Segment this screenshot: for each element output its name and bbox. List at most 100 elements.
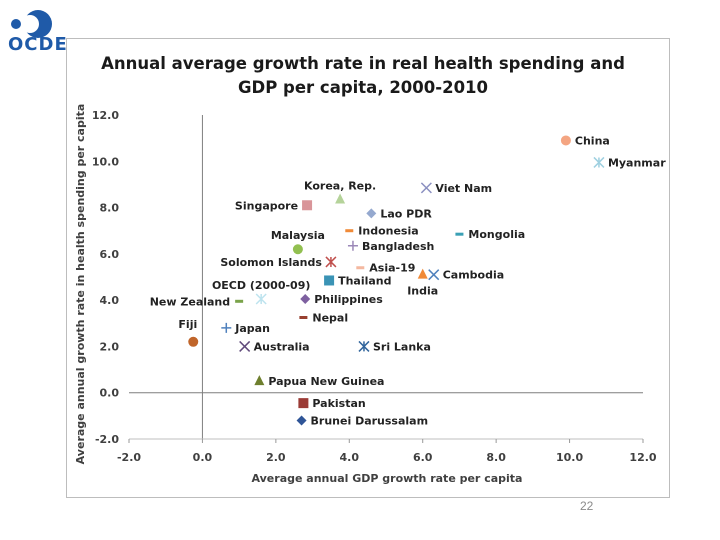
point-marker xyxy=(298,398,309,409)
point-label: OECD (2000-09) xyxy=(212,279,310,292)
point-marker xyxy=(358,340,370,352)
point-label: Papua New Guinea xyxy=(268,375,384,388)
x-tick-label: 10.0 xyxy=(556,451,583,464)
data-point: Singapore xyxy=(235,199,313,212)
data-point: Nepal xyxy=(299,312,348,325)
point-label: Cambodia xyxy=(443,269,504,282)
chart-title-line-1: Annual average growth rate in real healt… xyxy=(101,54,625,73)
y-tick-label: 6.0 xyxy=(100,248,120,261)
x-tick-label: 6.0 xyxy=(413,451,433,464)
data-point: Bangladesh xyxy=(347,240,434,253)
point-label: Asia-19 xyxy=(369,262,415,275)
x-tick-label: 8.0 xyxy=(486,451,506,464)
data-point: Mongolia xyxy=(455,228,525,241)
point-label: Mongolia xyxy=(468,228,525,241)
point-marker xyxy=(428,269,440,281)
point-marker xyxy=(324,275,335,286)
point-marker xyxy=(239,340,251,352)
data-point: Asia-19 xyxy=(356,262,415,275)
point-marker xyxy=(188,336,199,347)
chart-tick-labels: -2.0 0.0 2.0 4.0 6.0 8.0 10.0 12.0 -2.0 0.0 2.0 4.0… xyxy=(92,109,657,464)
point-label: Brunei Darussalam xyxy=(311,414,429,427)
point-label: Singapore xyxy=(235,199,298,212)
data-point: China xyxy=(560,134,610,147)
point-marker xyxy=(345,229,354,233)
y-tick-label: 12.0 xyxy=(92,109,119,122)
data-point: Japan xyxy=(221,322,270,335)
page-number: 22 xyxy=(580,499,594,513)
data-point: Papua New Guinea xyxy=(254,375,384,388)
point-marker xyxy=(299,316,308,319)
point-label: Indonesia xyxy=(358,225,418,238)
point-marker xyxy=(420,182,432,194)
x-tick-label: 4.0 xyxy=(340,451,360,464)
point-label: Lao PDR xyxy=(380,207,432,220)
point-marker xyxy=(255,293,267,305)
data-point: Australia xyxy=(239,340,310,353)
chart-frame: Annual average growth rate in real healt… xyxy=(66,38,670,498)
point-label: Bangladesh xyxy=(362,240,434,253)
data-point: Malaysia xyxy=(271,229,325,255)
point-marker xyxy=(366,208,377,219)
chart-title-line-2: GDP per capita, 2000-2010 xyxy=(238,78,488,97)
point-marker xyxy=(335,193,346,204)
point-label: India xyxy=(407,285,438,298)
point-marker xyxy=(292,244,303,255)
y-tick-label: -2.0 xyxy=(95,433,119,446)
point-label: Pakistan xyxy=(312,397,365,410)
point-marker xyxy=(560,135,571,146)
point-label: Japan xyxy=(234,322,270,335)
point-label: Malaysia xyxy=(271,229,325,242)
point-label: Sri Lanka xyxy=(373,340,431,353)
data-point: Sri Lanka xyxy=(358,340,431,353)
point-label: Australia xyxy=(254,340,310,353)
data-point: Pakistan xyxy=(298,397,366,410)
x-tick-label: 0.0 xyxy=(193,451,213,464)
point-label: Viet Nam xyxy=(435,182,492,195)
chart-points: China Myanmar Viet Nam Korea, Rep. Singapore… xyxy=(150,134,666,427)
data-point: Cambodia xyxy=(428,269,504,282)
data-point: India xyxy=(407,268,438,298)
chart-axes xyxy=(129,115,643,440)
point-marker xyxy=(254,375,265,386)
scatter-chart: Annual average growth rate in real healt… xyxy=(74,54,666,485)
oecd-logo-circles-icon xyxy=(11,10,52,38)
data-point: Thailand xyxy=(324,274,392,287)
y-tick-label: 10.0 xyxy=(92,155,119,168)
point-label: Fiji xyxy=(178,318,197,331)
data-point: Korea, Rep. xyxy=(304,179,376,204)
data-point: Lao PDR xyxy=(366,207,432,220)
point-marker xyxy=(296,415,307,426)
point-label: Philippines xyxy=(314,293,383,306)
data-point: Indonesia xyxy=(345,225,419,238)
data-point: Myanmar xyxy=(593,156,666,169)
y-tick-label: 2.0 xyxy=(100,340,120,353)
y-tick-label: 0.0 xyxy=(100,387,120,400)
point-marker xyxy=(235,299,244,303)
point-label: Thailand xyxy=(338,274,391,287)
data-point: OECD (2000-09) xyxy=(212,279,310,305)
x-tick-label: 12.0 xyxy=(629,451,656,464)
point-marker xyxy=(221,322,232,333)
y-tick-label: 4.0 xyxy=(100,294,120,307)
x-axis-label: Average annual GDP growth rate per capit… xyxy=(252,472,523,485)
data-point: Solomon Islands xyxy=(220,256,337,269)
point-marker xyxy=(417,268,428,279)
point-marker xyxy=(593,156,605,168)
data-point: Viet Nam xyxy=(420,182,492,195)
point-label: Korea, Rep. xyxy=(304,179,376,192)
data-point: Fiji xyxy=(178,318,199,347)
point-label: Solomon Islands xyxy=(220,256,322,269)
point-marker xyxy=(302,200,313,211)
x-tick-label: -2.0 xyxy=(117,451,141,464)
point-marker xyxy=(325,256,337,268)
oecd-logo-text: OCDE xyxy=(8,34,68,55)
data-point: New Zealand xyxy=(150,295,244,308)
point-marker xyxy=(455,232,464,236)
point-label: New Zealand xyxy=(150,295,230,308)
y-tick-label: 8.0 xyxy=(100,202,120,215)
data-point: Philippines xyxy=(300,293,383,306)
point-marker xyxy=(347,240,358,251)
oecd-logo xyxy=(6,8,56,45)
y-axis-label: Average annual growth rate in health spe… xyxy=(74,104,87,465)
